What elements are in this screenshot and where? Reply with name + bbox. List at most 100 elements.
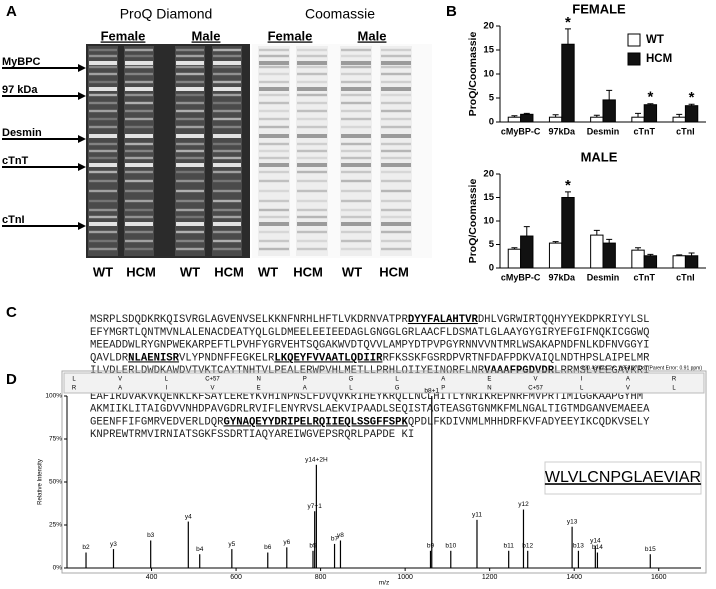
y-tick-label: 15 bbox=[483, 192, 494, 203]
significance-mark: * bbox=[689, 89, 695, 106]
gel-band bbox=[381, 247, 411, 251]
arrow-head bbox=[78, 64, 86, 72]
error-bar bbox=[511, 115, 518, 118]
marker-label: Desmin bbox=[2, 127, 42, 139]
gel-band bbox=[381, 72, 411, 76]
gel-band bbox=[176, 170, 204, 174]
gel-band bbox=[213, 199, 241, 203]
legend-label: HCM bbox=[646, 53, 672, 65]
gel-band bbox=[89, 65, 117, 69]
gel-band bbox=[89, 170, 117, 174]
sequence-line: QAVLDRNLAENISRVLYPNDNFFEGKELRLKQEYFVVAAT… bbox=[90, 352, 650, 364]
stain-title: Coomassie bbox=[305, 6, 375, 22]
gel-band bbox=[125, 179, 153, 183]
peak-label: y3 bbox=[110, 541, 117, 548]
fragment-residue: C+57 bbox=[205, 377, 220, 383]
gel-band bbox=[297, 230, 327, 234]
gel-band bbox=[125, 125, 153, 129]
peak-label: b5 bbox=[309, 543, 317, 550]
gel-band bbox=[297, 222, 327, 226]
gel-band bbox=[89, 72, 117, 76]
sequence-segment: RFKSSKFGSRDPVRTNFDAFPDKVAIQLNDTHPSLAIPEL… bbox=[382, 352, 650, 364]
gel-band bbox=[89, 247, 117, 251]
bar bbox=[520, 113, 534, 123]
error-bar bbox=[635, 247, 642, 251]
error-bar bbox=[564, 191, 571, 198]
group-label: Female bbox=[268, 28, 313, 43]
gel-band bbox=[89, 125, 117, 129]
x-tick-label: cTnT bbox=[633, 126, 655, 136]
gel-band bbox=[297, 125, 327, 129]
gel-band bbox=[297, 109, 327, 113]
lane-label: HCM bbox=[379, 264, 409, 279]
sequence-segment: DHLVGRWIRTQQHYYEKDPKRIYYLSL bbox=[478, 314, 650, 326]
gel-band bbox=[89, 87, 117, 91]
error-bar bbox=[635, 112, 642, 118]
sequence-segment: EAFIRDVAKVKQENKLKFSAYLEREYKVHINPNSLFDVQV… bbox=[90, 391, 643, 403]
gel-band bbox=[381, 239, 411, 243]
error-bar bbox=[593, 114, 600, 118]
fragment-residue: C+57 bbox=[528, 386, 543, 392]
gel-band bbox=[381, 163, 411, 167]
x-tick-label: cTnI bbox=[676, 272, 695, 282]
gel-band bbox=[381, 117, 411, 121]
gel-band bbox=[259, 80, 289, 84]
gel-band bbox=[213, 247, 241, 251]
gel-band bbox=[125, 149, 153, 153]
x-tick-label: 1200 bbox=[482, 574, 498, 581]
chart-title: FEMALE bbox=[572, 1, 626, 16]
sequence-line: MEEADDWLRYGNPWEKARPEFTLPVHFYGRVEHTSQGAKW… bbox=[90, 339, 649, 351]
fragment-residue: R bbox=[672, 377, 677, 383]
fragment-residue: L bbox=[395, 377, 399, 383]
gel-band bbox=[89, 179, 117, 183]
bar bbox=[643, 255, 658, 269]
sequence-line: EFYMGRTLQNTMVNLALENACDEATYQLGLDMEELEEIEE… bbox=[90, 327, 649, 339]
gel-band bbox=[125, 230, 153, 234]
bar bbox=[548, 116, 563, 123]
gel-band bbox=[125, 61, 153, 65]
peak-label: b8+1 bbox=[424, 388, 439, 395]
sequence-segment: KNPREWTRMVIRNIATSGKFSSDRTIAQYAREIWGVEPSR… bbox=[90, 429, 414, 441]
gel-band bbox=[89, 109, 117, 113]
sequence-line: MSRPLSDQDKRKQISVRGLAGVENVSELKKNFNRHLHFTL… bbox=[90, 314, 649, 326]
fragment-residue: L bbox=[165, 377, 169, 383]
gel-band bbox=[125, 163, 153, 167]
sequence-segment: AKMIIKLITAIGDVVNHDPAVGDRLRVIFLENYRVSLAEK… bbox=[90, 403, 650, 415]
gel-band bbox=[213, 215, 241, 219]
error-bar bbox=[676, 113, 683, 118]
fragment-residue: A bbox=[626, 377, 630, 383]
gel-band bbox=[125, 87, 153, 91]
gel-band bbox=[176, 65, 204, 69]
gel-band bbox=[89, 230, 117, 234]
y-axis-label: ProQ/Coomassie bbox=[467, 32, 479, 117]
sequence-line: EAFIRDVAKVKQENKLKFSAYLEREYKVHINPNSLFDVQV… bbox=[90, 391, 643, 403]
peak-label: y12 bbox=[518, 501, 529, 508]
y-tick-label: 0 bbox=[489, 263, 494, 274]
gel-band bbox=[259, 199, 289, 203]
gel-band bbox=[259, 87, 289, 91]
gel-band bbox=[176, 215, 204, 219]
bar bbox=[684, 105, 699, 123]
x-tick-label: 600 bbox=[230, 574, 242, 581]
gel-band bbox=[341, 189, 371, 193]
gel-band bbox=[176, 189, 204, 193]
sequence-segment: GEENFFIFGMRVEDVERLDQR bbox=[90, 416, 224, 428]
gel-band bbox=[297, 179, 327, 183]
fragment-residue: L bbox=[580, 386, 584, 392]
gel-band bbox=[125, 189, 153, 193]
gel-band bbox=[89, 48, 117, 52]
gel-band bbox=[381, 179, 411, 183]
gel-band bbox=[341, 215, 371, 219]
bar bbox=[631, 249, 645, 269]
peak-label: y6 bbox=[283, 539, 290, 546]
fragment-residue: P bbox=[303, 377, 307, 383]
bar bbox=[684, 255, 699, 269]
legend-swatch bbox=[627, 33, 641, 47]
gel-band bbox=[341, 239, 371, 243]
y-tick-label: 10 bbox=[483, 216, 494, 227]
gel-band bbox=[89, 156, 117, 160]
gel-band bbox=[176, 93, 204, 97]
fragment-residue: V bbox=[534, 377, 538, 383]
gel-band bbox=[297, 117, 327, 121]
gel-band bbox=[176, 80, 204, 84]
